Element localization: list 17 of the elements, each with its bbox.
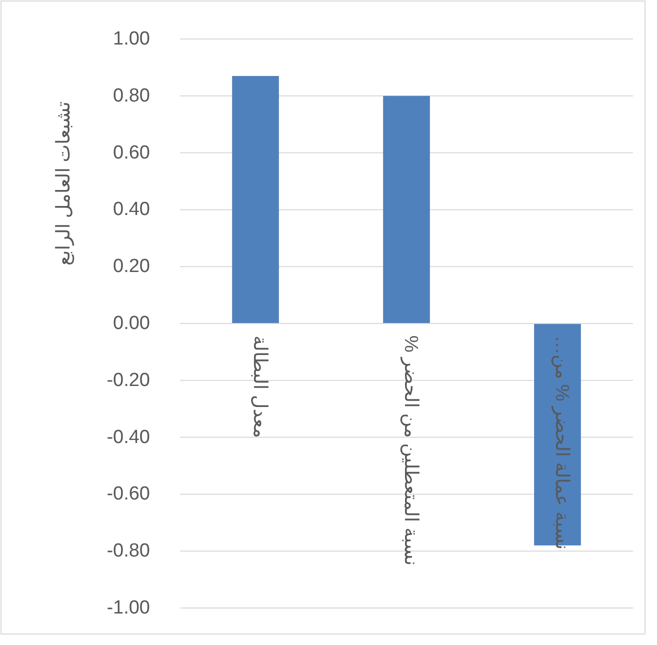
y-tick-label: -0.80 xyxy=(106,540,150,562)
x-tick-label: معدل البطالة xyxy=(249,336,270,438)
x-tick-label: نسبة عمالة الحضر % من… xyxy=(551,336,572,550)
bar xyxy=(383,96,430,324)
y-tick-label: -0.40 xyxy=(106,426,150,448)
y-tick-label: 0.00 xyxy=(113,313,150,334)
y-tick-label: 0.20 xyxy=(113,256,150,278)
y-axis-title: تشبعات العامل الرابع xyxy=(54,101,74,266)
y-tick-label: 0.60 xyxy=(113,142,150,164)
y-tick-label: 1.00 xyxy=(113,28,150,50)
y-tick-label: -0.20 xyxy=(106,370,150,391)
y-tick-label: 0.40 xyxy=(113,199,150,220)
bar xyxy=(232,76,279,324)
y-tick-label: -0.60 xyxy=(106,484,150,505)
y-tick-label: -1.00 xyxy=(106,598,150,618)
y-tick-label: 0.80 xyxy=(113,85,150,106)
x-tick-label: نسبة المتعطلين من الحضر % xyxy=(400,336,421,566)
